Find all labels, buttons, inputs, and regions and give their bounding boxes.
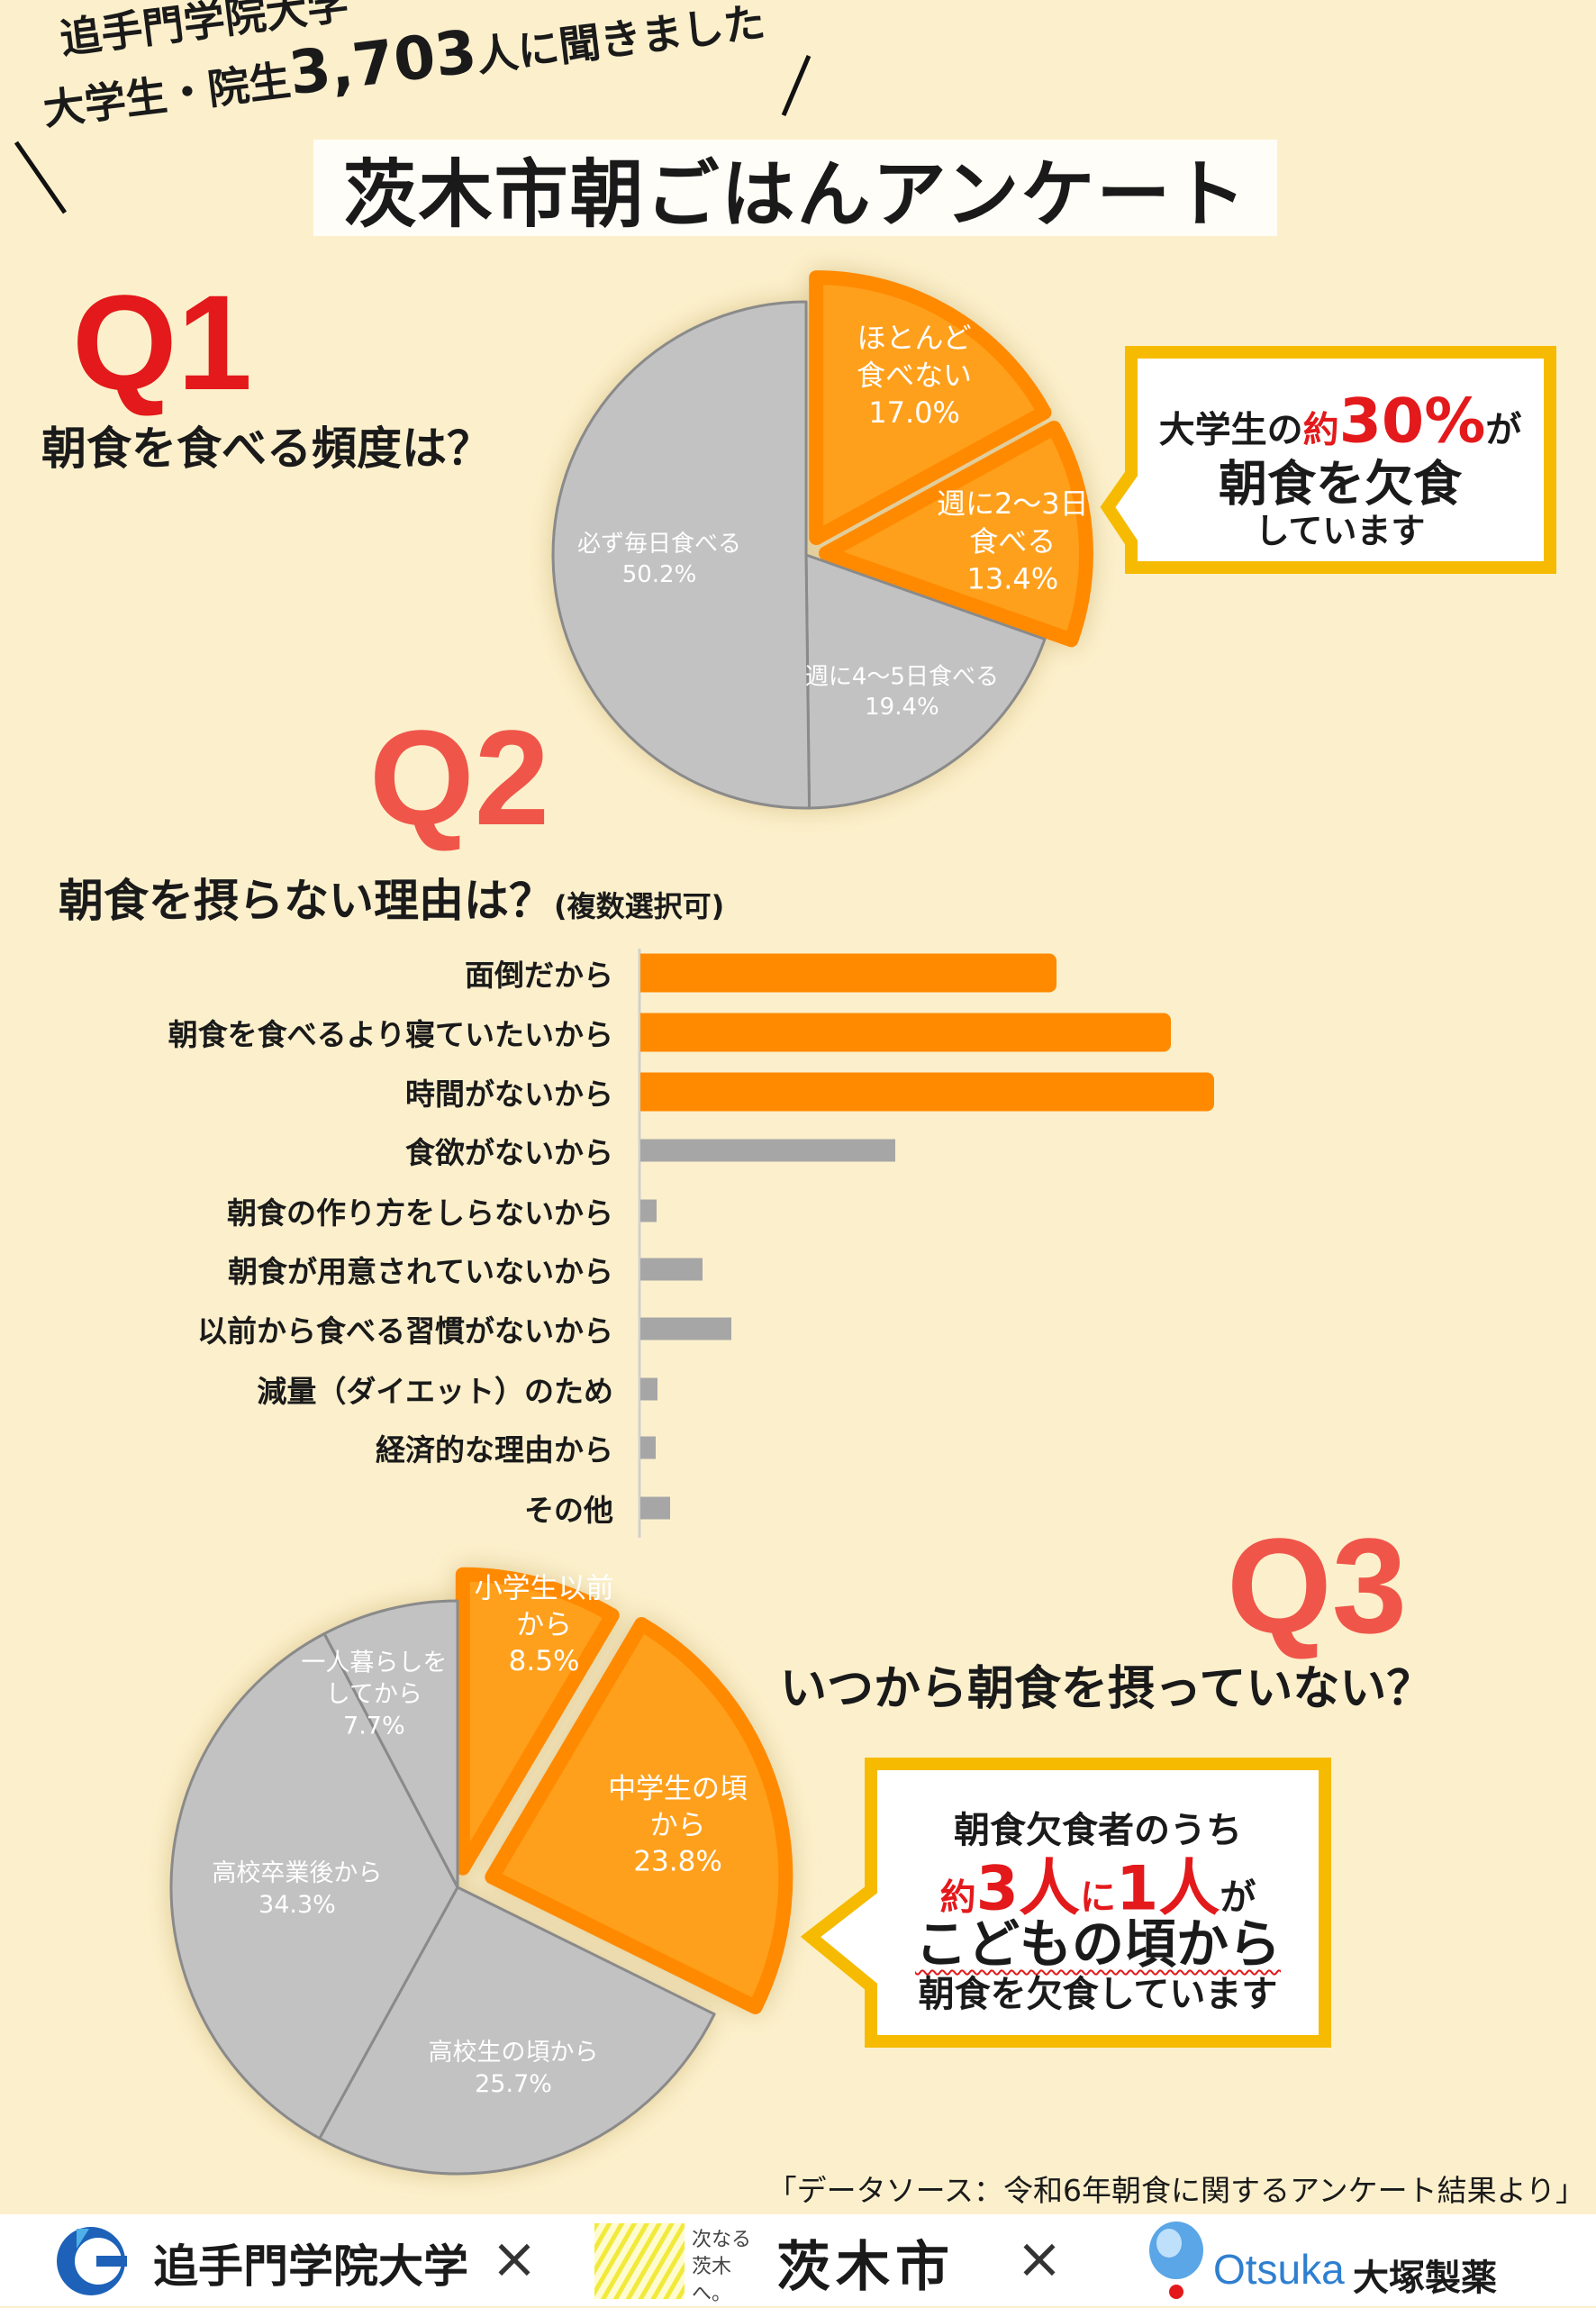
bar bbox=[640, 1317, 731, 1340]
pie-slice-label: 高校卒業後から 34.3% bbox=[212, 1859, 382, 1919]
q3-callout-line2: 約3人に1人が bbox=[940, 1839, 1256, 1928]
bar bbox=[640, 1258, 703, 1281]
pie-slice bbox=[322, 1599, 459, 1889]
bar-category-label: 朝食の作り方をしらないから bbox=[227, 1195, 613, 1231]
pie-slice-label: 高校生の頃から 25.7% bbox=[429, 2039, 599, 2098]
slash-left bbox=[14, 141, 68, 214]
callout-n1: 3人 bbox=[975, 1853, 1080, 1925]
pie-slice bbox=[551, 300, 812, 810]
pie-slice-label: 週に2〜3日食べる 13.4% bbox=[937, 486, 1089, 595]
footer-university: 追手門学院大学 bbox=[153, 2240, 468, 2293]
q3-callout-box bbox=[800, 1758, 1331, 2048]
pie-slice bbox=[804, 553, 1047, 810]
bar-category-label: 減量（ダイエット）のため bbox=[257, 1374, 613, 1409]
callout-mid: に bbox=[1080, 1876, 1116, 1919]
bar-category-label: 時間がないから bbox=[405, 1077, 613, 1112]
callout-value: 30% bbox=[1338, 386, 1486, 458]
q3-callout-line1: 朝食欠食者のうち bbox=[954, 1810, 1242, 1851]
footer-city: 茨木市 bbox=[776, 2236, 955, 2299]
pie-slice-label: 小学生以前から 8.5% bbox=[475, 1572, 614, 1677]
footer: 追手門学院大学 × 次なる茨木へ。 茨木市 × Otsuka 大塚製薬 bbox=[0, 2214, 1596, 2306]
slash-right bbox=[781, 55, 812, 116]
footer-otsuka-jp: 大塚製薬 bbox=[1353, 2258, 1497, 2299]
bar-category-label: 朝食が用意されていないから bbox=[227, 1254, 613, 1289]
bar-category-label: 経済的な理由から bbox=[376, 1432, 613, 1467]
q1-callout-line3: しています bbox=[1255, 511, 1426, 551]
callout-approx: 約 bbox=[939, 1876, 976, 1919]
callout-text: 大学生の bbox=[1158, 409, 1303, 451]
bar-category-label: 朝食を食べるより寝ていたいから bbox=[168, 1017, 613, 1052]
otsuka-logo-icon bbox=[1149, 2222, 1203, 2299]
bar bbox=[640, 1436, 656, 1459]
footer-times-2: × bbox=[1016, 2225, 1063, 2291]
pie-slice-label: 必ず毎日食べる 50.2% bbox=[577, 531, 741, 588]
q3-pie-chart bbox=[169, 1567, 793, 2176]
pie-slice-label: 中学生の頃から 23.8% bbox=[608, 1773, 748, 1878]
pie-slice-label: 一人暮らしをしてから 7.7% bbox=[301, 1649, 447, 1740]
q1-callout-line1: 大学生の約30%が bbox=[1159, 386, 1522, 458]
footer-times-1: × bbox=[491, 2225, 538, 2291]
pie-slice bbox=[485, 1617, 793, 2014]
callout-text: が bbox=[1485, 409, 1522, 451]
ibaraki-stripe-logo-icon bbox=[594, 2223, 685, 2299]
q1-label: Q1 bbox=[72, 267, 253, 418]
bar bbox=[640, 1377, 658, 1401]
q3-question: いつから朝食を摂っていない？ bbox=[780, 1662, 1434, 1716]
footer-city-tagline: 次なる茨木へ。 bbox=[692, 2229, 752, 2305]
callout-n2: 1人 bbox=[1116, 1853, 1220, 1925]
q3-callout-line3: こどもの頃から bbox=[914, 1913, 1282, 1975]
pie-slice bbox=[169, 1632, 459, 2140]
bar bbox=[640, 953, 1057, 993]
q3-callout-line4: 朝食を欠食しています bbox=[918, 1974, 1278, 2015]
footer-otsuka-en: Otsuka bbox=[1213, 2246, 1345, 2293]
page-title: 茨木市朝ごはんアンケート bbox=[313, 140, 1277, 238]
q3-label: Q3 bbox=[1227, 1510, 1408, 1661]
bar bbox=[640, 1496, 671, 1520]
callout-approx: 約 bbox=[1302, 409, 1339, 451]
q1-callout-line2: 朝食を欠食 bbox=[1219, 455, 1462, 513]
bar bbox=[640, 1013, 1171, 1052]
bar bbox=[640, 1072, 1214, 1112]
bar-category-label: 食欲がないから bbox=[405, 1135, 613, 1170]
otemon-logo-icon bbox=[57, 2227, 127, 2295]
q1-question: 朝食を食べる頻度は？ bbox=[41, 423, 492, 475]
pie-labels: ほとんど食べない 17.0% 週に2〜3日食べる 13.4% 週に4〜5日食べる 19.4… bbox=[212, 321, 1088, 2098]
callout-text: が bbox=[1220, 1876, 1256, 1919]
bar bbox=[640, 1139, 895, 1162]
bar-category-label: その他 bbox=[524, 1493, 613, 1528]
q1-callout-box bbox=[1100, 346, 1556, 574]
pie-slice bbox=[818, 420, 1093, 648]
bar-category-label: 以前から食べる習慣がないから bbox=[197, 1313, 613, 1349]
q2-question-note: (複数選択可) bbox=[554, 889, 725, 923]
q1-pie-chart bbox=[551, 270, 1093, 810]
pie-slice bbox=[809, 270, 1052, 546]
pie-slice bbox=[455, 1567, 620, 1876]
q2-question-text: 朝食を摂らない理由は？ bbox=[59, 875, 554, 927]
q2-label: Q2 bbox=[369, 702, 550, 853]
bar bbox=[640, 1199, 657, 1222]
pie-slice-label: ほとんど食べない 17.0% bbox=[857, 321, 972, 430]
q2-question: 朝食を摂らない理由は？(複数選択可) bbox=[59, 865, 724, 930]
bar-category-label: 面倒だから bbox=[465, 958, 613, 993]
pie-slice-label: 週に4〜5日食べる 19.4% bbox=[805, 663, 999, 721]
data-source: 「データソース：令和6年朝食に関するアンケート結果より」 bbox=[766, 2173, 1585, 2208]
